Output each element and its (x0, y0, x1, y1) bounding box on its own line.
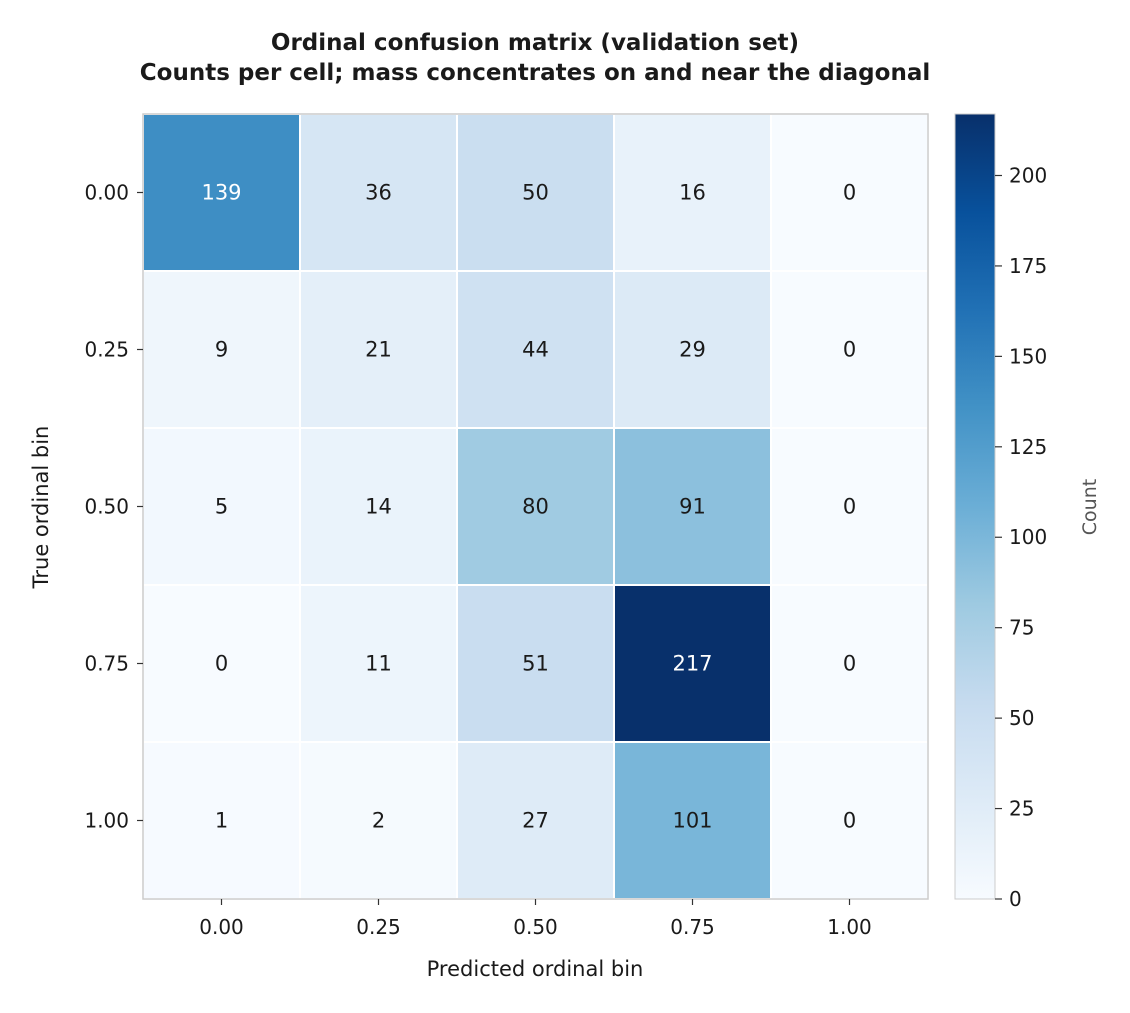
heatmap-cell (142, 270, 301, 429)
cell-value-label: 5 (215, 495, 228, 519)
cell-value-label: 0 (843, 338, 856, 362)
heatmap-cell (770, 270, 929, 429)
colorbar-ticks: 0 25 50 75 100 125 150 175 200 (995, 163, 1047, 911)
heatmap-cell (142, 427, 301, 586)
cell-value-label: 139 (201, 181, 241, 205)
colorbar-label: Count (1079, 479, 1101, 535)
cell-value-label: 2 (372, 809, 385, 833)
cell-value-label: 14 (365, 495, 392, 519)
colorbar-tick-label: 0 (1009, 887, 1022, 911)
cell-value-label: 11 (365, 652, 392, 676)
x-tick-label: 0.25 (356, 915, 401, 939)
cell-value-label: 51 (522, 652, 549, 676)
colorbar (954, 113, 996, 900)
cell-value-label: 0 (843, 809, 856, 833)
colorbar-tick-label: 100 (1009, 525, 1047, 549)
y-axis-ticks: 0.00 0.25 0.50 0.75 1.00 (84, 181, 143, 833)
x-tick-label: 0.50 (513, 915, 558, 939)
heatmap-cell (299, 270, 458, 429)
colorbar-tick-label: 175 (1009, 254, 1047, 278)
chart-subtitle-line: Counts per cell; mass concentrates on an… (139, 60, 931, 86)
x-axis-ticks: 0.00 0.25 0.50 0.75 1.00 (199, 899, 872, 939)
heatmap-cell (613, 741, 772, 900)
cell-value-label: 101 (672, 809, 712, 833)
cell-value-label: 0 (843, 652, 856, 676)
cell-value-label: 16 (679, 181, 706, 205)
colorbar-tick-label: 125 (1009, 435, 1047, 459)
cell-value-label: 0 (843, 495, 856, 519)
cell-value-label: 80 (522, 495, 549, 519)
colorbar-tick-label: 200 (1009, 163, 1047, 187)
heatmap-cell (456, 270, 615, 429)
heatmap-cell (456, 741, 615, 900)
heatmap-cell (142, 741, 301, 900)
cell-value-label: 44 (522, 338, 549, 362)
y-tick-label: 0.00 (84, 181, 129, 205)
heatmap-cell (456, 584, 615, 743)
heatmap-cell (299, 427, 458, 586)
cell-value-label: 0 (843, 181, 856, 205)
x-axis-label: Predicted ordinal bin (427, 957, 644, 981)
cell-value-label: 27 (522, 809, 549, 833)
y-tick-label: 0.75 (84, 652, 129, 676)
y-tick-label: 0.25 (84, 338, 129, 362)
x-tick-label: 0.00 (199, 915, 244, 939)
cell-value-label: 9 (215, 338, 228, 362)
cell-value-label: 50 (522, 181, 549, 205)
heatmap-cell (299, 584, 458, 743)
x-tick-label: 1.00 (827, 915, 872, 939)
colorbar-tick-label: 150 (1009, 344, 1047, 368)
heatmap-cells: 139 36 50 16 0 9 21 44 29 0 5 14 80 91 0 0 11 51 217 0 1 2 27 1… (142, 113, 929, 900)
chart-title-line: Ordinal confusion matrix (validation set… (270, 30, 800, 56)
cell-value-label: 36 (365, 181, 392, 205)
cell-value-label: 1 (215, 809, 228, 833)
heatmap-cell (613, 427, 772, 586)
colorbar-tick-label: 25 (1009, 797, 1034, 821)
chart-title: Ordinal confusion matrix (validation set… (0, 28, 1070, 88)
x-tick-label: 0.75 (670, 915, 715, 939)
heatmap-cell (770, 113, 929, 272)
cell-value-label: 29 (679, 338, 706, 362)
y-axis-label: True ordinal bin (29, 426, 53, 590)
y-tick-label: 1.00 (84, 809, 129, 833)
cell-value-label: 0 (215, 652, 228, 676)
cell-value-label: 21 (365, 338, 392, 362)
cell-value-label: 217 (672, 652, 712, 676)
colorbar-tick-label: 50 (1009, 706, 1034, 730)
colorbar-tick-label: 75 (1009, 616, 1034, 640)
heatmap-cell (456, 427, 615, 586)
y-tick-label: 0.50 (84, 495, 129, 519)
cell-value-label: 91 (679, 495, 706, 519)
